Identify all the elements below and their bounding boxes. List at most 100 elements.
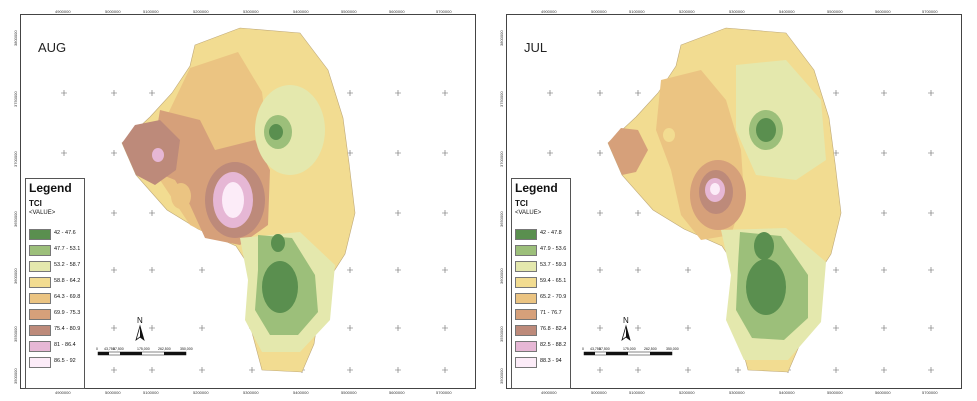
graticule-cross xyxy=(199,267,205,273)
legend-item: 69.9 - 75.3 xyxy=(29,307,85,321)
legend-item: 42 - 47.8 xyxy=(515,227,571,241)
legend-title: Legend xyxy=(29,181,72,195)
x-tick-label: 5300000 xyxy=(243,390,259,395)
y-tick-label: 3650000 xyxy=(499,211,504,227)
legend-swatch xyxy=(515,229,537,240)
y-tick-label: 3750000 xyxy=(13,91,18,107)
legend: Legend TCI <VALUE> 42 - 47.8 47.9 - 53.6 5… xyxy=(511,178,571,389)
graticule-cross xyxy=(597,90,603,96)
graticule-cross xyxy=(547,90,553,96)
legend-label: 82.5 - 88.2 xyxy=(540,342,567,348)
x-tick-label: 5400000 xyxy=(779,390,795,395)
graticule-cross xyxy=(597,267,603,273)
region-tci-75-81-west xyxy=(122,120,180,185)
legend-swatch xyxy=(515,245,537,256)
map-title: JUL xyxy=(524,40,548,55)
legend-item: 75.4 - 80.9 xyxy=(29,323,85,337)
north-label: N xyxy=(623,316,629,325)
x-tick-label: 5600000 xyxy=(875,390,891,395)
legend-swatch xyxy=(515,325,537,336)
x-tick-label: 5500000 xyxy=(827,9,843,14)
north-label: N xyxy=(137,316,143,325)
legend-label: 65.2 - 70.9 xyxy=(540,294,567,300)
x-tick-label: 5700000 xyxy=(922,390,938,395)
legend-label: 71 - 76.7 xyxy=(540,310,562,316)
legend-item: 81 - 86.4 xyxy=(29,339,85,353)
y-tick-label: 3750000 xyxy=(499,91,504,107)
x-tick-label: 5700000 xyxy=(436,9,452,14)
scale-bar xyxy=(583,351,673,356)
legend-label: 59.4 - 65.1 xyxy=(540,278,567,284)
region-tci-42-47-south xyxy=(262,261,298,313)
legend: Legend TCI <VALUE> 42 - 47.6 47.7 - 53.1 5… xyxy=(25,178,85,389)
legend-label: 53.7 - 59.3 xyxy=(540,262,567,268)
graticule-cross xyxy=(597,367,603,373)
scale-label: 0 xyxy=(96,347,98,351)
graticule-cross xyxy=(833,325,839,331)
north-arrow-icon xyxy=(135,324,145,342)
scale-label: 87,500 xyxy=(113,347,124,351)
legend-label: 75.4 - 80.9 xyxy=(54,326,81,332)
north-arrow-icon xyxy=(621,324,631,342)
graticule-cross xyxy=(61,90,67,96)
x-tick-label: 5300000 xyxy=(729,390,745,395)
graticule-cross xyxy=(833,90,839,96)
graticule-cross xyxy=(111,325,117,331)
graticule-cross xyxy=(881,90,887,96)
graticule-cross xyxy=(347,325,353,331)
graticule-cross xyxy=(735,367,741,373)
graticule-cross xyxy=(442,267,448,273)
graticule-cross xyxy=(635,267,641,273)
x-tick-label: 5500000 xyxy=(827,390,843,395)
graticule-cross xyxy=(928,150,934,156)
x-tick-label: 5200000 xyxy=(193,9,209,14)
graticule-cross xyxy=(685,367,691,373)
graticule-cross xyxy=(111,90,117,96)
graticule-cross xyxy=(199,367,205,373)
x-tick-label: 5300000 xyxy=(729,9,745,14)
x-tick-label: 5400000 xyxy=(293,9,309,14)
graticule-cross xyxy=(111,267,117,273)
graticule-cross xyxy=(149,90,155,96)
graticule-cross xyxy=(833,367,839,373)
graticule-cross xyxy=(547,150,553,156)
x-tick-label: 5400000 xyxy=(293,390,309,395)
x-tick-label: 5300000 xyxy=(243,9,259,14)
legend-item: 88.3 - 94 xyxy=(515,355,571,369)
map-frame xyxy=(506,14,962,389)
graticule-cross xyxy=(597,210,603,216)
legend-swatch xyxy=(29,341,51,352)
x-tick-label: 4900000 xyxy=(55,390,71,395)
graticule-cross xyxy=(199,325,205,331)
graticule-cross xyxy=(442,325,448,331)
graticule-cross xyxy=(395,267,401,273)
graticule-cross xyxy=(685,325,691,331)
x-tick-label: 5000000 xyxy=(105,9,121,14)
y-tick-label: 3550000 xyxy=(13,326,18,342)
graticule-cross xyxy=(833,150,839,156)
y-tick-label: 3600000 xyxy=(13,268,18,284)
graticule-cross xyxy=(395,210,401,216)
x-tick-label: 5400000 xyxy=(779,9,795,14)
legend-swatch xyxy=(29,357,51,368)
graticule-cross xyxy=(149,267,155,273)
legend-field: TCI xyxy=(515,199,528,208)
x-tick-label: 5100000 xyxy=(143,9,159,14)
x-tick-label: 5600000 xyxy=(389,390,405,395)
graticule-cross xyxy=(635,90,641,96)
x-tick-label: 5000000 xyxy=(591,9,607,14)
graticule-cross xyxy=(61,150,67,156)
legend-item: 59.4 - 65.1 xyxy=(515,275,571,289)
legend-item: 42 - 47.6 xyxy=(29,227,85,241)
x-tick-label: 5700000 xyxy=(922,9,938,14)
graticule-cross xyxy=(635,367,641,373)
x-tick-label: 5600000 xyxy=(389,9,405,14)
x-tick-label: 4900000 xyxy=(541,9,557,14)
legend-item: 65.2 - 70.9 xyxy=(515,291,571,305)
map-panel-aug: AUG N 0 43,750 87,500 175,000 262,500 350,000… xyxy=(0,0,486,401)
legend-swatch xyxy=(515,341,537,352)
graticule-cross xyxy=(635,210,641,216)
legend-item: 64.3 - 69.8 xyxy=(29,291,85,305)
x-tick-label: 5200000 xyxy=(193,390,209,395)
legend-value-label: <VALUE> xyxy=(29,210,56,216)
